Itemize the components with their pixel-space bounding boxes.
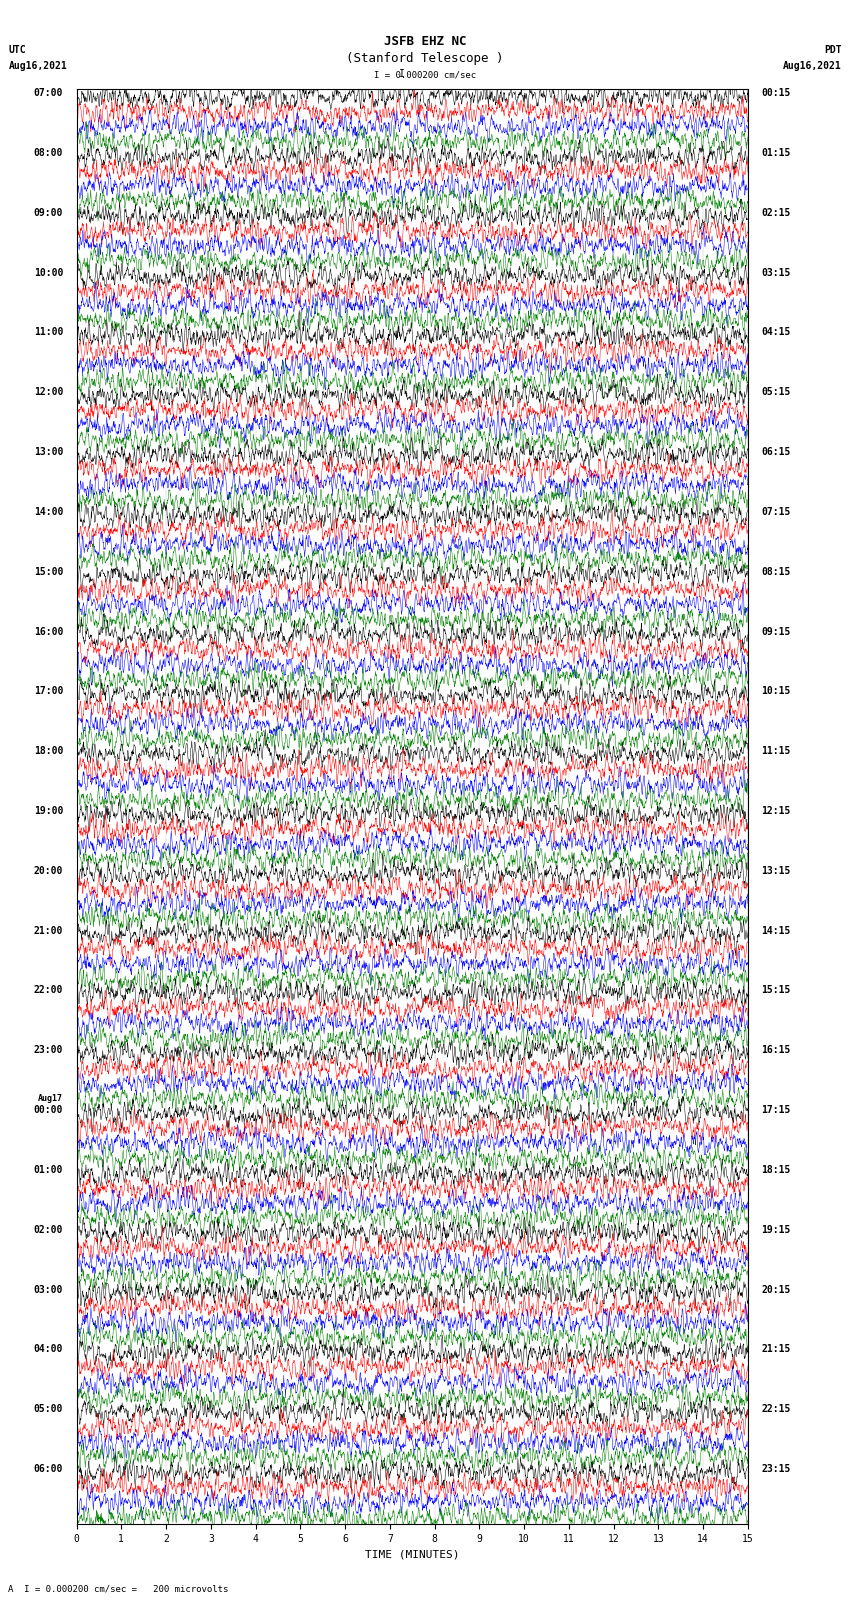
Text: 17:00: 17:00: [34, 687, 63, 697]
Text: 10:15: 10:15: [762, 687, 790, 697]
Text: 17:15: 17:15: [762, 1105, 790, 1115]
Text: (Stanford Telescope ): (Stanford Telescope ): [346, 52, 504, 65]
Text: 16:00: 16:00: [34, 626, 63, 637]
Text: UTC: UTC: [8, 45, 26, 55]
Text: I = 0.000200 cm/sec: I = 0.000200 cm/sec: [374, 71, 476, 81]
Text: 04:15: 04:15: [762, 327, 790, 337]
Text: 11:15: 11:15: [762, 747, 790, 756]
Text: 14:15: 14:15: [762, 926, 790, 936]
Text: 10:00: 10:00: [34, 268, 63, 277]
Text: 03:00: 03:00: [34, 1284, 63, 1295]
Text: 09:15: 09:15: [762, 626, 790, 637]
Text: 12:00: 12:00: [34, 387, 63, 397]
Text: 18:00: 18:00: [34, 747, 63, 756]
Text: 16:15: 16:15: [762, 1045, 790, 1055]
Text: 23:00: 23:00: [34, 1045, 63, 1055]
Text: 21:00: 21:00: [34, 926, 63, 936]
Text: 21:15: 21:15: [762, 1344, 790, 1355]
Text: 02:15: 02:15: [762, 208, 790, 218]
Text: Aug16,2021: Aug16,2021: [8, 61, 67, 71]
Text: 09:00: 09:00: [34, 208, 63, 218]
Text: 15:15: 15:15: [762, 986, 790, 995]
Text: 06:15: 06:15: [762, 447, 790, 456]
Text: 05:15: 05:15: [762, 387, 790, 397]
Text: 19:15: 19:15: [762, 1224, 790, 1234]
Text: A  I = 0.000200 cm/sec =   200 microvolts: A I = 0.000200 cm/sec = 200 microvolts: [8, 1584, 229, 1594]
Text: 06:00: 06:00: [34, 1465, 63, 1474]
Text: 07:15: 07:15: [762, 506, 790, 516]
Text: 19:00: 19:00: [34, 806, 63, 816]
Text: Aug16,2021: Aug16,2021: [783, 61, 842, 71]
Text: 07:00: 07:00: [34, 89, 63, 98]
Text: 20:15: 20:15: [762, 1284, 790, 1295]
Text: JSFB EHZ NC: JSFB EHZ NC: [383, 35, 467, 48]
Text: 01:00: 01:00: [34, 1165, 63, 1174]
Text: 11:00: 11:00: [34, 327, 63, 337]
Text: 13:00: 13:00: [34, 447, 63, 456]
Text: 04:00: 04:00: [34, 1344, 63, 1355]
Text: 22:00: 22:00: [34, 986, 63, 995]
Text: 00:00: 00:00: [34, 1105, 63, 1115]
Text: I: I: [400, 69, 405, 79]
Text: 18:15: 18:15: [762, 1165, 790, 1174]
Text: 22:15: 22:15: [762, 1405, 790, 1415]
Text: 14:00: 14:00: [34, 506, 63, 516]
Text: 12:15: 12:15: [762, 806, 790, 816]
Text: PDT: PDT: [824, 45, 842, 55]
Text: 15:00: 15:00: [34, 566, 63, 577]
Text: 01:15: 01:15: [762, 148, 790, 158]
X-axis label: TIME (MINUTES): TIME (MINUTES): [365, 1550, 460, 1560]
Text: 00:15: 00:15: [762, 89, 790, 98]
Text: 08:00: 08:00: [34, 148, 63, 158]
Text: 05:00: 05:00: [34, 1405, 63, 1415]
Text: 02:00: 02:00: [34, 1224, 63, 1234]
Text: Aug17: Aug17: [38, 1094, 63, 1103]
Text: 13:15: 13:15: [762, 866, 790, 876]
Text: 20:00: 20:00: [34, 866, 63, 876]
Text: 23:15: 23:15: [762, 1465, 790, 1474]
Text: 08:15: 08:15: [762, 566, 790, 577]
Text: 03:15: 03:15: [762, 268, 790, 277]
